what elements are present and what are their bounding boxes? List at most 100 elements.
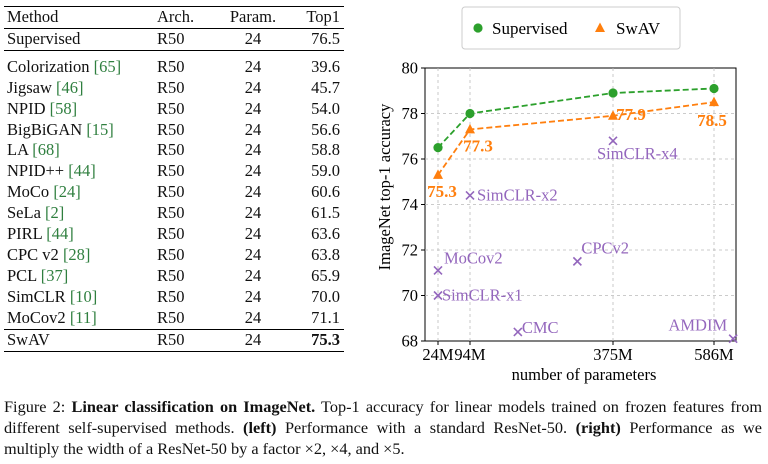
arch-cell: R50 <box>157 28 185 48</box>
swav-point <box>709 96 719 107</box>
table-row: SeLa [2] R50 24 61.5 <box>4 203 344 224</box>
citation-link[interactable]: [24] <box>53 182 81 202</box>
header-param: Param. <box>229 7 277 26</box>
swav-data-label: 77.9 <box>616 105 646 124</box>
param-cell: 24 <box>244 161 262 181</box>
results-table: Method Arch. Param. Top1 Supervised R50 … <box>4 6 344 352</box>
method-name: PIRL <box>7 224 43 244</box>
table-row: SimCLR [10] R50 24 70.0 <box>4 287 344 308</box>
other-method-point: SimCLR-x1 <box>433 286 523 305</box>
y-tick-label: 70 <box>402 286 419 305</box>
table-row: NPID++ [44] R50 24 59.0 <box>4 161 344 182</box>
other-method-point: SimCLR-x2 <box>465 185 558 204</box>
x-marker <box>608 136 618 146</box>
x-tick-label: 375M <box>593 345 633 364</box>
arch-cell: R50 <box>157 182 185 202</box>
citation-link[interactable]: [58] <box>49 98 78 118</box>
param-cell: 24 <box>244 182 262 202</box>
param-cell: 24 <box>244 98 262 118</box>
param-cell: 24 <box>244 329 262 349</box>
param-cell: 24 <box>244 307 262 327</box>
method-cell: SeLa [2] <box>4 203 157 224</box>
top1-cell: 54.0 <box>311 98 340 118</box>
x-marker <box>465 190 475 200</box>
swav-data-label: 75.3 <box>427 182 457 201</box>
top1-cell: 70.0 <box>311 286 340 306</box>
method-cell: NPID++ [44] <box>4 161 157 182</box>
top1-cell: 61.5 <box>311 203 340 223</box>
top1-cell: 63.6 <box>311 224 340 244</box>
method-cell: CPC v2 [28] <box>4 245 157 266</box>
caption-text: Performance as we multiply the width of … <box>4 418 763 458</box>
supervised-point <box>608 88 618 98</box>
citation-link[interactable]: [2] <box>45 203 65 223</box>
top1-cell: 60.6 <box>311 182 340 202</box>
top1-cell: 76.5 <box>311 28 340 48</box>
x-tick-label: 94M <box>454 345 486 364</box>
method-cell: MoCo [24] <box>4 182 157 203</box>
citation-link[interactable]: [28] <box>62 244 91 264</box>
table-row: BigBiGAN [15] R50 24 56.6 <box>4 120 344 141</box>
citation-link[interactable]: [46] <box>56 77 84 97</box>
citation-link[interactable]: [11] <box>69 307 97 327</box>
method-cell: SwAV <box>7 329 50 349</box>
y-axis-label: ImageNet top-1 accuracy <box>375 103 394 270</box>
top1-cell: 58.8 <box>311 140 340 160</box>
citation-link[interactable]: [37] <box>40 265 69 285</box>
swav-point <box>465 123 475 134</box>
citation-link[interactable]: [65] <box>93 56 122 76</box>
top1-cell: 71.1 <box>311 307 340 327</box>
method-cell: BigBiGAN [15] <box>4 120 157 141</box>
y-tick-label: 76 <box>402 150 419 169</box>
arch-cell: R50 <box>157 224 185 244</box>
citation-link[interactable]: [44] <box>46 224 74 244</box>
caption-label: Figure 2: <box>4 397 66 416</box>
other-method-point: AMDIM <box>668 316 738 344</box>
supervised-point <box>709 83 719 94</box>
table-row: Jigsaw [46] R50 24 45.7 <box>4 78 344 99</box>
other-method-label: CPCv2 <box>581 238 629 257</box>
param-cell: 24 <box>244 224 262 244</box>
method-name: MoCov2 <box>7 307 66 327</box>
table-row: MoCo [24] R50 24 60.6 <box>4 182 344 203</box>
method-name: Jigsaw <box>7 77 52 97</box>
y-tick-label: 80 <box>402 59 419 78</box>
table-row: NPID [58] R50 24 54.0 <box>4 99 344 120</box>
header-arch: Arch. <box>157 7 195 26</box>
other-method-label: SimCLR-x2 <box>477 185 558 204</box>
method-name: LA <box>7 140 29 160</box>
citation-link[interactable]: [68] <box>32 140 60 160</box>
method-name: MoCo <box>7 182 50 202</box>
arch-cell: R50 <box>157 119 185 139</box>
citation-link[interactable]: [15] <box>86 119 114 139</box>
caption-text: Top-1 accuracy for linear models trained… <box>4 397 763 437</box>
arch-cell: R50 <box>157 161 185 181</box>
method-cell: SimCLR [10] <box>4 287 157 308</box>
table-row: CPC v2 [28] R50 24 63.8 <box>4 245 344 266</box>
caption-right-tag: (right) <box>575 418 621 437</box>
method-name: Colorization <box>7 56 90 76</box>
table-header-row: Method Arch. Param. Top1 <box>4 6 344 29</box>
method-name: NPID <box>7 98 46 118</box>
caption-left-tag: (left) <box>243 418 277 437</box>
swav-data-label: 77.3 <box>463 136 493 155</box>
other-method-label: SimCLR-x1 <box>442 286 523 305</box>
top1-cell: 45.7 <box>311 77 340 97</box>
method-cell: PCL [37] <box>4 266 157 287</box>
top1-cell: 63.8 <box>311 244 340 264</box>
other-method-point: SimCLR-x4 <box>597 136 678 163</box>
y-tick-label: 78 <box>402 104 419 123</box>
legend-label: SwAV <box>616 19 661 38</box>
supervised-point <box>433 143 443 153</box>
method-cell: PIRL [44] <box>4 224 157 245</box>
x-tick-label: 586M <box>694 345 734 364</box>
top1-cell: 56.6 <box>311 119 340 139</box>
other-method-point: CMC <box>513 318 559 337</box>
other-method-point: CPCv2 <box>572 238 629 266</box>
method-cell: LA [68] <box>4 140 157 161</box>
citation-link[interactable]: [44] <box>68 161 96 181</box>
citation-link[interactable]: [10] <box>69 286 98 306</box>
x-marker <box>513 327 523 337</box>
swav-line <box>437 101 715 176</box>
x-marker <box>433 290 443 301</box>
